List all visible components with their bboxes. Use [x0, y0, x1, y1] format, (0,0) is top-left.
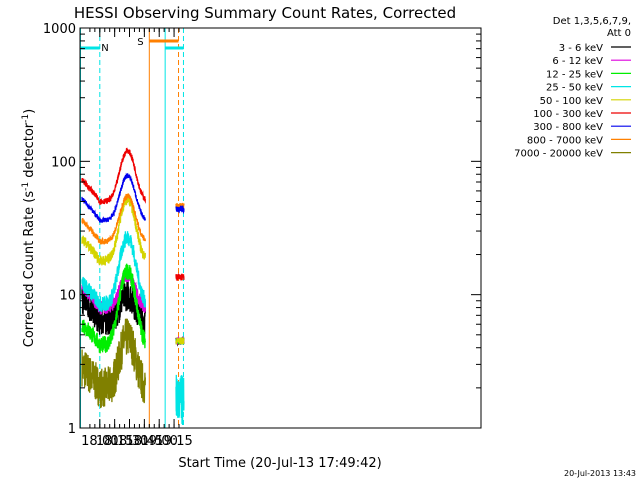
y-axis-label-end: ): [22, 109, 37, 114]
y-tick-label: 100: [51, 155, 76, 170]
legend-label-5: 50 - 100 keV: [540, 96, 604, 107]
annotation-night: N: [101, 43, 108, 54]
legend-label-8: 800 - 7000 keV: [527, 135, 603, 146]
series-7: [81, 172, 185, 223]
x-tick-label: 18:30: [111, 434, 148, 449]
x-tick-label: 18:45: [126, 434, 163, 449]
x-tick-label: 18:00: [81, 434, 118, 449]
plot-area: NS: [80, 28, 185, 428]
series-8-segment-1: [81, 193, 146, 245]
series-6: [81, 147, 185, 281]
legend-label-1: 3 - 6 keV: [559, 43, 603, 54]
series-4-segment-1: [81, 231, 146, 312]
y-axis-label: Corrected Count Rate (s-1 detector-1): [21, 109, 37, 347]
timestamp: 20-Jul-2013 13:43: [564, 469, 636, 478]
legend-header-line-2: Att 0: [607, 28, 631, 39]
plot-frame: [79, 27, 482, 429]
y-tick-label: 1: [68, 422, 76, 437]
annotation-saa: S: [137, 37, 143, 48]
series-4-segment-2: [175, 374, 185, 426]
series-6-segment-1: [81, 147, 146, 206]
series-3-segment-1: [81, 263, 146, 354]
legend: Det 1,3,5,6,7,9, Att 0 3 - 6 keV 6 - 12 k…: [514, 16, 631, 160]
legend-label-4: 25 - 50 keV: [546, 83, 603, 94]
x-axis-label: Start Time (20-Jul-13 17:49:42): [178, 456, 381, 471]
series-7-segment-2: [175, 205, 185, 215]
y-axis-label-sup1: -1: [21, 182, 31, 191]
series-4: [81, 231, 185, 426]
y-axis-label-mid: detector: [22, 122, 37, 182]
x-tick-label: 19:00: [140, 434, 177, 449]
y-axis-label-main: Corrected Count Rate (s: [22, 191, 37, 348]
y-tick-label: 1000: [43, 22, 76, 37]
series-5: [81, 193, 185, 345]
series-5-segment-2: [175, 337, 185, 345]
series-5-segment-1: [81, 193, 146, 266]
y-axis-label-sup2: -1: [21, 114, 31, 123]
series-8: [81, 193, 185, 245]
legend-label-7: 300 - 800 keV: [533, 122, 603, 133]
y-tick-label: 10: [59, 289, 76, 304]
legend-label-9: 7000 - 20000 keV: [514, 149, 603, 160]
series-9-segment-1: [81, 318, 146, 409]
legend-label-6: 100 - 300 keV: [533, 109, 603, 120]
chart-title: HESSI Observing Summary Count Rates, Cor…: [74, 4, 456, 22]
x-tick-label: 18:15: [96, 434, 133, 449]
legend-label-2: 6 - 12 keV: [552, 56, 603, 67]
legend-header-line-1: Det 1,3,5,6,7,9,: [553, 16, 631, 27]
series-7-segment-1: [81, 172, 146, 223]
series-9: [81, 318, 185, 409]
legend-label-3: 12 - 25 keV: [546, 69, 603, 80]
series-8-segment-2: [175, 202, 185, 211]
series-6-segment-2: [175, 272, 185, 281]
x-tick-label: 19:15: [155, 434, 192, 449]
